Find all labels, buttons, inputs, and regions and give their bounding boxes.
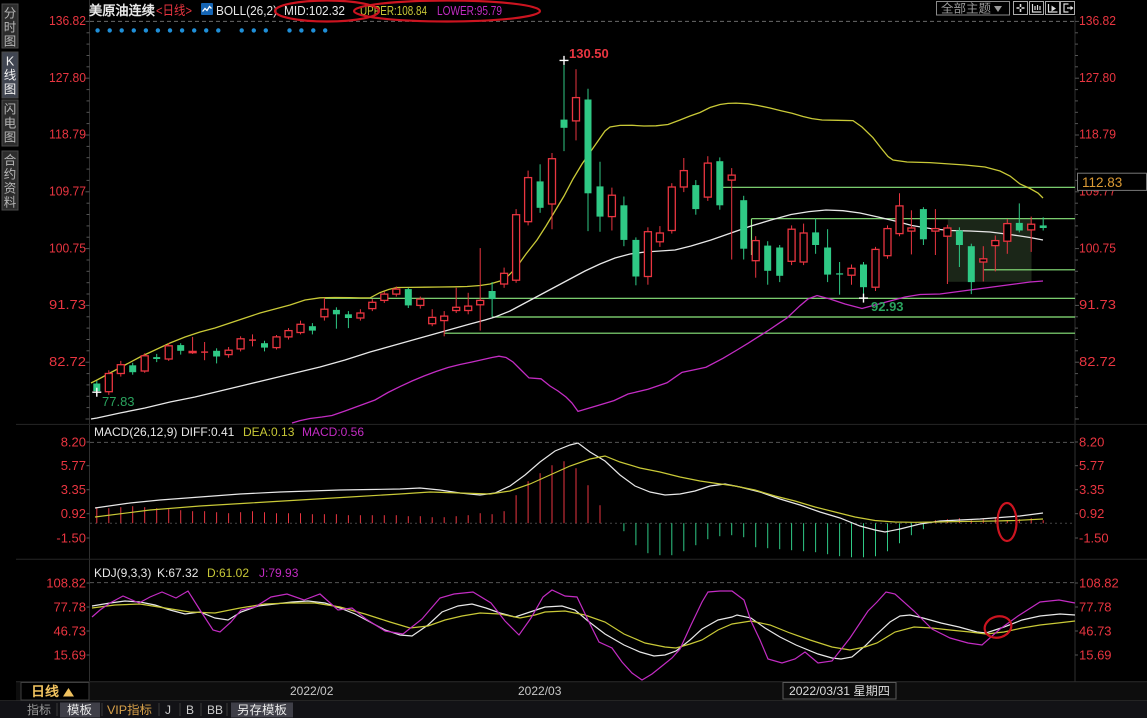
svg-text:分: 分 bbox=[4, 7, 17, 21]
svg-text:3.35: 3.35 bbox=[1079, 482, 1104, 497]
svg-text:2022/03/31 星期四: 2022/03/31 星期四 bbox=[789, 684, 890, 698]
svg-text:美原油连续: 美原油连续 bbox=[89, 3, 155, 18]
svg-text:电: 电 bbox=[4, 117, 17, 131]
svg-text:91.73: 91.73 bbox=[1079, 297, 1116, 312]
svg-text:时: 时 bbox=[4, 21, 17, 35]
svg-text:46.73: 46.73 bbox=[1079, 624, 1112, 639]
svg-text:BB: BB bbox=[207, 703, 223, 717]
svg-text:3.35: 3.35 bbox=[61, 482, 86, 497]
svg-text:<日线>: <日线> bbox=[156, 3, 192, 18]
svg-text:127.80: 127.80 bbox=[1079, 70, 1116, 85]
svg-text:K:67.32: K:67.32 bbox=[157, 566, 199, 580]
svg-text:118.79: 118.79 bbox=[1079, 127, 1116, 142]
svg-text:0.92: 0.92 bbox=[61, 506, 86, 521]
svg-text:图: 图 bbox=[4, 35, 17, 49]
svg-text:J:79.93: J:79.93 bbox=[259, 566, 299, 580]
svg-text:-1.50: -1.50 bbox=[56, 531, 86, 546]
svg-text:2022/03: 2022/03 bbox=[518, 684, 562, 698]
svg-text:77.78: 77.78 bbox=[53, 600, 86, 615]
svg-text:130.50: 130.50 bbox=[569, 46, 609, 61]
svg-text:MACD(26,12,9): MACD(26,12,9) bbox=[94, 425, 177, 439]
svg-text:-1.50: -1.50 bbox=[1079, 531, 1109, 546]
svg-text:模板: 模板 bbox=[67, 703, 92, 717]
svg-text:118.79: 118.79 bbox=[49, 127, 86, 142]
svg-text:KDJ(9,3,3): KDJ(9,3,3) bbox=[94, 566, 151, 580]
svg-text:46.73: 46.73 bbox=[53, 624, 86, 639]
svg-text:8.20: 8.20 bbox=[1079, 435, 1104, 450]
svg-text:108.82: 108.82 bbox=[46, 576, 86, 591]
svg-text:15.69: 15.69 bbox=[1079, 648, 1112, 663]
svg-text:K: K bbox=[6, 55, 15, 69]
svg-text:线: 线 bbox=[4, 69, 17, 83]
svg-text:LOWER:95.79: LOWER:95.79 bbox=[437, 3, 502, 18]
svg-text:92.93: 92.93 bbox=[871, 299, 904, 314]
svg-text:另存模板: 另存模板 bbox=[237, 703, 287, 717]
svg-text:91.73: 91.73 bbox=[49, 297, 86, 312]
svg-text:100.75: 100.75 bbox=[49, 240, 86, 255]
svg-text:82.72: 82.72 bbox=[1079, 354, 1116, 369]
svg-text:图: 图 bbox=[4, 131, 17, 145]
svg-text:109.77: 109.77 bbox=[49, 184, 86, 199]
svg-text:8.20: 8.20 bbox=[61, 435, 86, 450]
svg-text:D:61.02: D:61.02 bbox=[207, 566, 249, 580]
svg-text:127.80: 127.80 bbox=[49, 70, 86, 85]
svg-text:100.75: 100.75 bbox=[1079, 240, 1116, 255]
svg-text:MACD:0.56: MACD:0.56 bbox=[302, 425, 364, 439]
svg-text:BOLL(26,2): BOLL(26,2) bbox=[216, 3, 277, 18]
svg-text:15.69: 15.69 bbox=[53, 648, 86, 663]
svg-text:约: 约 bbox=[4, 167, 17, 182]
svg-text:合: 合 bbox=[4, 153, 17, 168]
svg-text:5.77: 5.77 bbox=[61, 458, 86, 473]
svg-text:5.77: 5.77 bbox=[1079, 458, 1104, 473]
svg-text:全部主题: 全部主题 bbox=[941, 1, 991, 16]
svg-text:指标: 指标 bbox=[27, 702, 51, 717]
svg-text:2022/02: 2022/02 bbox=[290, 684, 334, 698]
svg-text:J: J bbox=[165, 703, 171, 717]
svg-text:资: 资 bbox=[4, 182, 17, 196]
svg-text:MID:102.32: MID:102.32 bbox=[284, 3, 345, 18]
svg-text:图: 图 bbox=[4, 83, 17, 97]
svg-text:VIP指标: VIP指标 bbox=[107, 702, 152, 717]
svg-text:DIFF:0.41: DIFF:0.41 bbox=[181, 425, 235, 439]
svg-text:136.82: 136.82 bbox=[49, 13, 86, 28]
svg-text:136.82: 136.82 bbox=[1079, 13, 1116, 28]
svg-text:0.92: 0.92 bbox=[1079, 506, 1104, 521]
svg-text:B: B bbox=[186, 703, 194, 717]
svg-text:料: 料 bbox=[4, 196, 17, 210]
svg-text:112.83: 112.83 bbox=[1082, 175, 1122, 190]
svg-text:82.72: 82.72 bbox=[49, 354, 86, 369]
svg-text:DEA:0.13: DEA:0.13 bbox=[243, 425, 295, 439]
svg-text:77.83: 77.83 bbox=[102, 394, 135, 409]
svg-text:日线: 日线 bbox=[31, 684, 59, 699]
svg-text:108.82: 108.82 bbox=[1079, 576, 1119, 591]
svg-text:77.78: 77.78 bbox=[1079, 600, 1112, 615]
svg-text:闪: 闪 bbox=[4, 103, 17, 117]
